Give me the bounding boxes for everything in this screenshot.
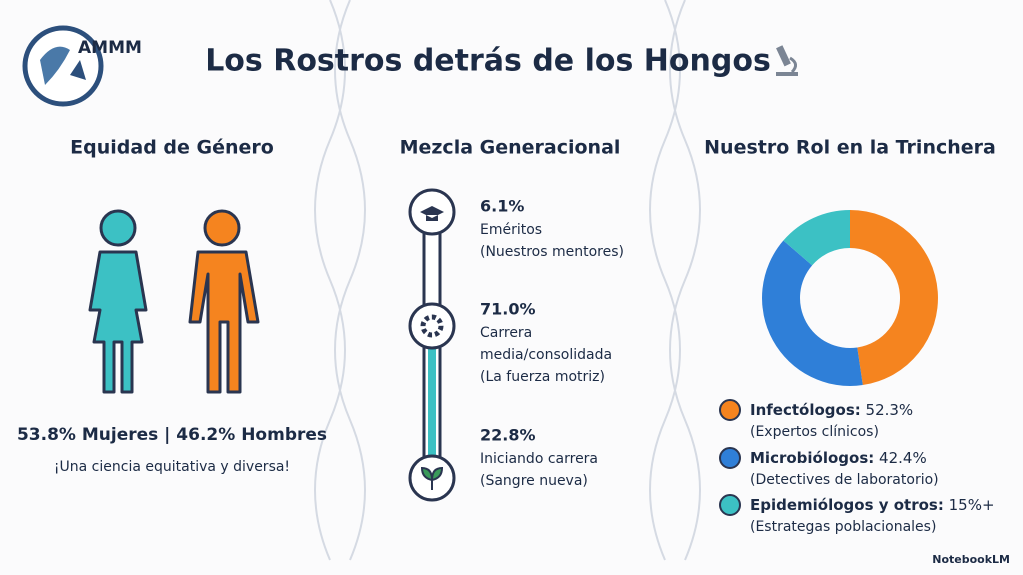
title: Los Rostros detrás de los Hongos: [205, 44, 771, 79]
section-title: Equidad de Género: [70, 137, 274, 159]
legend-value: 42.4%: [879, 449, 927, 467]
legend-value: 52.3%: [866, 401, 914, 419]
logo-text: AMMM: [78, 38, 142, 58]
legend-entry: Epidemiólogos y otros: 15%+: [750, 496, 995, 514]
microscope-icon: [776, 45, 798, 76]
legend-name: Infectólogos:: [750, 401, 861, 419]
legend-name: Microbiólogos:: [750, 449, 874, 467]
logo: [22, 25, 104, 107]
legend-icon: [719, 447, 741, 469]
generation-line: (Sangre nueva): [480, 473, 588, 489]
gender-caption: ¡Una ciencia equitativa y diversa!: [54, 459, 290, 475]
legend-value: 15%+: [949, 496, 995, 514]
donut-chart: [762, 210, 938, 386]
legend-entry: Infectólogos: 52.3%: [750, 401, 913, 419]
generation-line: Carrera: [480, 325, 532, 341]
gender-stats: 53.8% Mujeres | 46.2% Hombres: [17, 425, 327, 445]
roles-legend: Infectólogos: 52.3% (Expertos clínicos) Mi…: [719, 399, 995, 535]
generation-line: media/consolidada: [480, 347, 612, 363]
legend-icon: [719, 399, 741, 421]
legend-note: (Expertos clínicos): [750, 424, 879, 440]
generations-list: 6.1% Eméritos (Nuestros mentores) 71.0% Carr…: [480, 197, 624, 490]
man-figure: [188, 209, 260, 394]
donut-segment: [850, 210, 938, 386]
dna-decoration: [314, 0, 701, 561]
woman-figure: [88, 209, 148, 394]
legend-name: Epidemiólogos y otros:: [750, 496, 944, 514]
generation-line: Iniciando carrera: [480, 451, 598, 467]
generation-percent: 6.1%: [480, 197, 524, 216]
legend-note: (Detectives de laboratorio): [750, 472, 939, 488]
donut-segment: [783, 210, 850, 266]
generation-percent: 71.0%: [480, 300, 536, 319]
section-title: Nuestro Rol en la Trinchera: [704, 137, 996, 159]
legend-note: (Estrategas poblacionales): [750, 519, 936, 535]
generation-line: Eméritos: [480, 222, 542, 238]
generation-percent: 22.8%: [480, 426, 536, 445]
generation-line: (La fuerza motriz): [480, 369, 605, 385]
watermark: NotebookLM: [932, 553, 1010, 566]
legend-icon: [719, 494, 741, 516]
generation-line: (Nuestros mentores): [480, 244, 624, 260]
donut-segment: [762, 240, 863, 386]
legend-entry: Microbiólogos: 42.4%: [750, 449, 927, 467]
thermometer: [408, 188, 456, 502]
section-title: Mezcla Generacional: [400, 137, 621, 159]
